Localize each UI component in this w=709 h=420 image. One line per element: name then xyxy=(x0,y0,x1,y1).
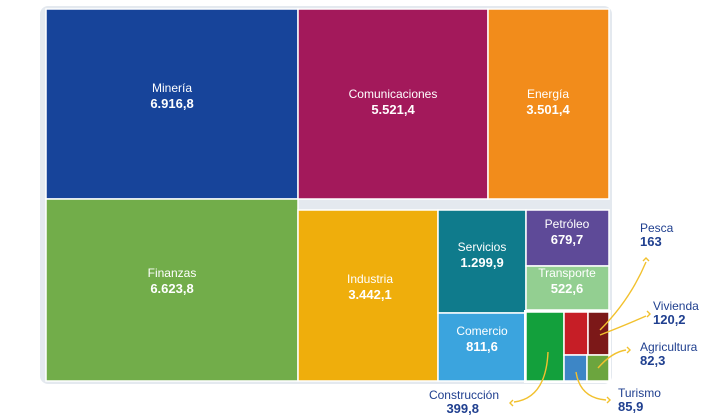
tile-turismo xyxy=(563,354,588,382)
callout-value-vivienda: 120,2 xyxy=(653,312,686,327)
tile-label-transporte: Transporte xyxy=(538,266,596,280)
tile-value-transporte: 522,6 xyxy=(551,281,584,296)
tile-label-finanzas: Finanzas xyxy=(148,266,197,280)
leader-line-turismo xyxy=(575,371,607,401)
tile-petroleo xyxy=(525,209,610,267)
tile-label-comunicaciones: Comunicaciones xyxy=(349,87,438,101)
tile-servicios xyxy=(437,209,527,314)
tile-comunicaciones xyxy=(297,8,489,200)
callout-label-vivienda: Vivienda xyxy=(653,299,699,313)
tile-label-mineria: Minería xyxy=(152,81,192,95)
leader-arrow-vivienda xyxy=(646,310,651,318)
callout-value-pesca: 163 xyxy=(640,234,662,249)
callout-label-construccion: Construcción xyxy=(429,388,499,402)
leader-arrow-turismo xyxy=(606,396,611,404)
tile-label-energia: Energía xyxy=(527,87,569,101)
tile-label-industria: Industria xyxy=(347,272,393,286)
tile-transporte xyxy=(525,265,610,311)
tile-value-energia: 3.501,4 xyxy=(526,102,570,117)
callout-label-agricultura: Agricultura xyxy=(640,340,698,354)
tile-comercio xyxy=(437,312,527,382)
tile-energia xyxy=(487,8,610,200)
small-tiles-frame xyxy=(524,310,611,383)
tile-value-industria: 3.442,1 xyxy=(348,287,391,302)
leader-line-pesca xyxy=(599,261,647,331)
tile-value-servicios: 1.299,9 xyxy=(460,255,503,270)
callout-label-turismo: Turismo xyxy=(618,386,661,400)
callout-label-pesca: Pesca xyxy=(640,221,674,235)
leader-arrow-agricultura xyxy=(626,346,631,354)
leader-line-agricultura xyxy=(597,349,627,369)
leader-arrow-pesca xyxy=(642,257,650,262)
tile-pesca xyxy=(563,311,589,356)
leader-line-vivienda xyxy=(599,315,647,336)
tile-label-comercio: Comercio xyxy=(456,324,508,338)
tile-label-petroleo: Petróleo xyxy=(545,217,590,231)
leader-line-construccion xyxy=(513,351,549,403)
tile-value-finanzas: 6.623,8 xyxy=(150,281,193,296)
tile-value-mineria: 6.916,8 xyxy=(150,96,193,111)
tile-value-petroleo: 679,7 xyxy=(551,232,584,247)
callout-value-agricultura: 82,3 xyxy=(640,353,665,368)
tile-finanzas xyxy=(45,198,299,382)
leader-arrow-construccion xyxy=(509,399,514,407)
tile-value-comercio: 811,6 xyxy=(466,339,498,354)
tile-value-comunicaciones: 5.521,4 xyxy=(371,102,415,117)
tile-label-servicios: Servicios xyxy=(458,240,507,254)
callout-value-turismo: 85,9 xyxy=(618,399,643,414)
tile-industria xyxy=(297,209,439,382)
tile-vivienda xyxy=(587,311,610,356)
callout-value-construccion: 399,8 xyxy=(446,401,479,416)
